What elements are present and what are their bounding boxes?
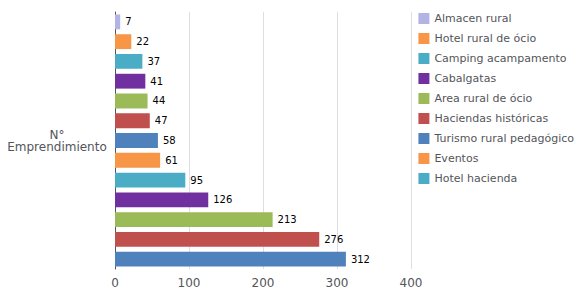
svg-text:61: 61 [165,155,178,166]
svg-text:Area rural de ócio: Area rural de ócio [434,92,532,105]
svg-text:N°: N° [49,127,65,142]
svg-text:37: 37 [147,56,160,67]
svg-text:300: 300 [326,276,349,290]
svg-text:276: 276 [324,234,343,245]
svg-text:22: 22 [136,36,149,47]
svg-text:7: 7 [125,16,131,27]
svg-text:Emprendimiento: Emprendimiento [7,140,107,154]
svg-text:44: 44 [153,95,166,106]
svg-text:Haciendas históricas: Haciendas históricas [434,112,548,125]
svg-text:126: 126 [213,194,232,205]
svg-text:Cabalgatas: Cabalgatas [434,72,496,85]
svg-text:Almacen rural: Almacen rural [434,12,511,25]
svg-text:95: 95 [190,175,203,186]
svg-text:58: 58 [163,135,176,146]
svg-text:0: 0 [111,276,119,290]
svg-text:400: 400 [400,276,423,290]
svg-text:100: 100 [178,276,201,290]
svg-text:Hotel rural de ócio: Hotel rural de ócio [434,32,536,45]
svg-text:47: 47 [155,115,168,126]
svg-text:Eventos: Eventos [434,152,478,165]
svg-text:Hotel hacienda: Hotel hacienda [434,172,517,185]
svg-text:312: 312 [351,254,370,265]
svg-text:Camping acampamento: Camping acampamento [434,52,566,65]
svg-text:213: 213 [278,214,297,225]
svg-text:41: 41 [150,76,163,87]
svg-text:200: 200 [252,276,275,290]
svg-text:Turismo rural pedagógico: Turismo rural pedagógico [433,132,574,145]
